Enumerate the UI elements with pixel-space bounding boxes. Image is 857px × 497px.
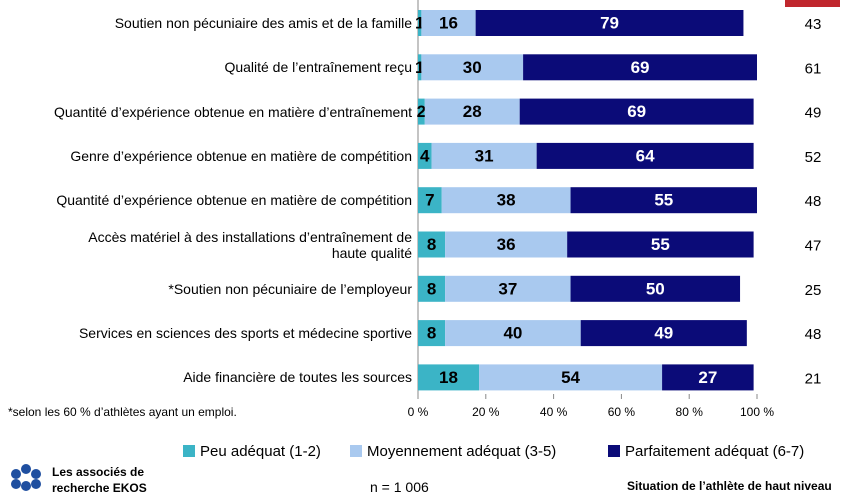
- bar-segment: [431, 142, 537, 169]
- n-value: 48: [805, 326, 822, 343]
- value-label: 54: [561, 368, 580, 387]
- bar-segment: [418, 142, 432, 169]
- value-label: 55: [651, 235, 670, 254]
- value-label: 69: [627, 102, 646, 121]
- bar-segment: [418, 364, 480, 391]
- value-label: 64: [636, 146, 655, 165]
- bar-segment: [418, 187, 442, 214]
- value-label: 55: [654, 191, 673, 210]
- legend-label: Peu adéquat (1-2): [200, 443, 321, 460]
- value-label: 36: [497, 235, 516, 254]
- category-label: Genre d’expérience obtenue en matière de…: [70, 147, 412, 164]
- x-tick-label: 100 %: [740, 405, 774, 419]
- n-value: 52: [805, 149, 822, 166]
- x-tick-label: 60 %: [608, 405, 636, 419]
- legend-swatch: [350, 445, 362, 457]
- value-label: 4: [420, 146, 430, 165]
- bar-segment: [418, 98, 425, 125]
- x-tick-label: 0 %: [408, 405, 429, 419]
- logo-text: Les associés de recherche EKOS: [52, 465, 147, 495]
- n-value: 47: [805, 237, 822, 254]
- legend-label: Parfaitement adéquat (6-7): [625, 443, 804, 460]
- value-label: 1: [415, 13, 424, 32]
- bar-segment: [445, 231, 568, 258]
- bar-segment: [421, 10, 476, 36]
- bar-segment: [570, 275, 741, 302]
- bar-segment: [418, 275, 446, 302]
- value-label: 27: [698, 368, 717, 387]
- footer-title: Situation de l’athlète de haut niveau: [627, 479, 832, 493]
- category-label: Aide financière de toutes les sources: [183, 369, 412, 386]
- value-label: 69: [631, 58, 650, 77]
- bar-segment: [441, 187, 571, 214]
- value-label: 37: [498, 279, 517, 298]
- category-label: Services en sciences des sports et médec…: [78, 325, 412, 342]
- bar-segment: [580, 320, 747, 347]
- value-label: 40: [503, 324, 522, 343]
- value-label: 49: [654, 324, 673, 343]
- x-tick-label: 40 %: [540, 405, 568, 419]
- value-label: 38: [497, 191, 516, 210]
- bar-segment: [523, 54, 757, 81]
- value-label: 79: [600, 13, 619, 32]
- category-label: Soutien non pécuniaire des amis et de la…: [114, 15, 412, 31]
- bar-segment: [445, 275, 571, 302]
- bar-segment: [418, 320, 446, 347]
- header-accent: [785, 0, 840, 7]
- value-label: 7: [425, 191, 434, 210]
- legend-label: Moyennement adéquat (3-5): [367, 443, 556, 460]
- n-value: 49: [805, 105, 822, 122]
- value-label: 18: [439, 368, 458, 387]
- n-value: 43: [805, 16, 822, 33]
- legend-swatch: [183, 445, 195, 457]
- n-value: 48: [805, 193, 822, 210]
- value-label: 30: [463, 58, 482, 77]
- bar-segment: [418, 231, 446, 258]
- value-label: 8: [427, 279, 436, 298]
- bar-segment: [570, 187, 757, 214]
- bar-segment: [567, 231, 754, 258]
- bar-segment: [479, 364, 663, 391]
- bar-segment: [445, 320, 581, 347]
- n-value: 25: [805, 282, 822, 299]
- value-label: 50: [646, 279, 665, 298]
- bar-segment: [418, 10, 422, 36]
- n-value: 61: [805, 60, 822, 77]
- x-tick-label: 80 %: [676, 405, 704, 419]
- value-label: 1: [415, 58, 424, 77]
- legend-swatch: [608, 445, 620, 457]
- bar-segment: [418, 54, 422, 81]
- bar-segment: [536, 142, 754, 169]
- value-label: 8: [427, 235, 436, 254]
- bar-segment: [424, 98, 520, 125]
- value-label: 31: [475, 146, 494, 165]
- category-label: Qualité de l’entraînement reçu: [224, 59, 412, 76]
- bar-segment: [519, 98, 754, 125]
- sample-size: n = 1 006: [370, 479, 429, 495]
- x-tick-label: 20 %: [472, 405, 500, 419]
- value-label: 16: [439, 13, 458, 32]
- value-label: 8: [427, 324, 436, 343]
- value-label: 2: [417, 102, 426, 121]
- logo: [11, 464, 41, 491]
- bar-segment: [421, 54, 524, 81]
- value-label: 28: [463, 102, 482, 121]
- bar-segment: [662, 364, 754, 391]
- category-label: Quantité d’expérience obtenue en matière…: [56, 192, 412, 209]
- n-value: 21: [805, 370, 822, 387]
- footnote: *selon les 60 % d’athlètes ayant un empl…: [8, 405, 237, 419]
- category-label: *Soutien non pécuniaire de l’employeur: [168, 280, 412, 297]
- bar-segment: [475, 10, 744, 36]
- category-label: Quantité d’expérience obtenue en matière…: [53, 103, 412, 120]
- category-label: Accès matériel à des installations d’ent…: [88, 228, 412, 261]
